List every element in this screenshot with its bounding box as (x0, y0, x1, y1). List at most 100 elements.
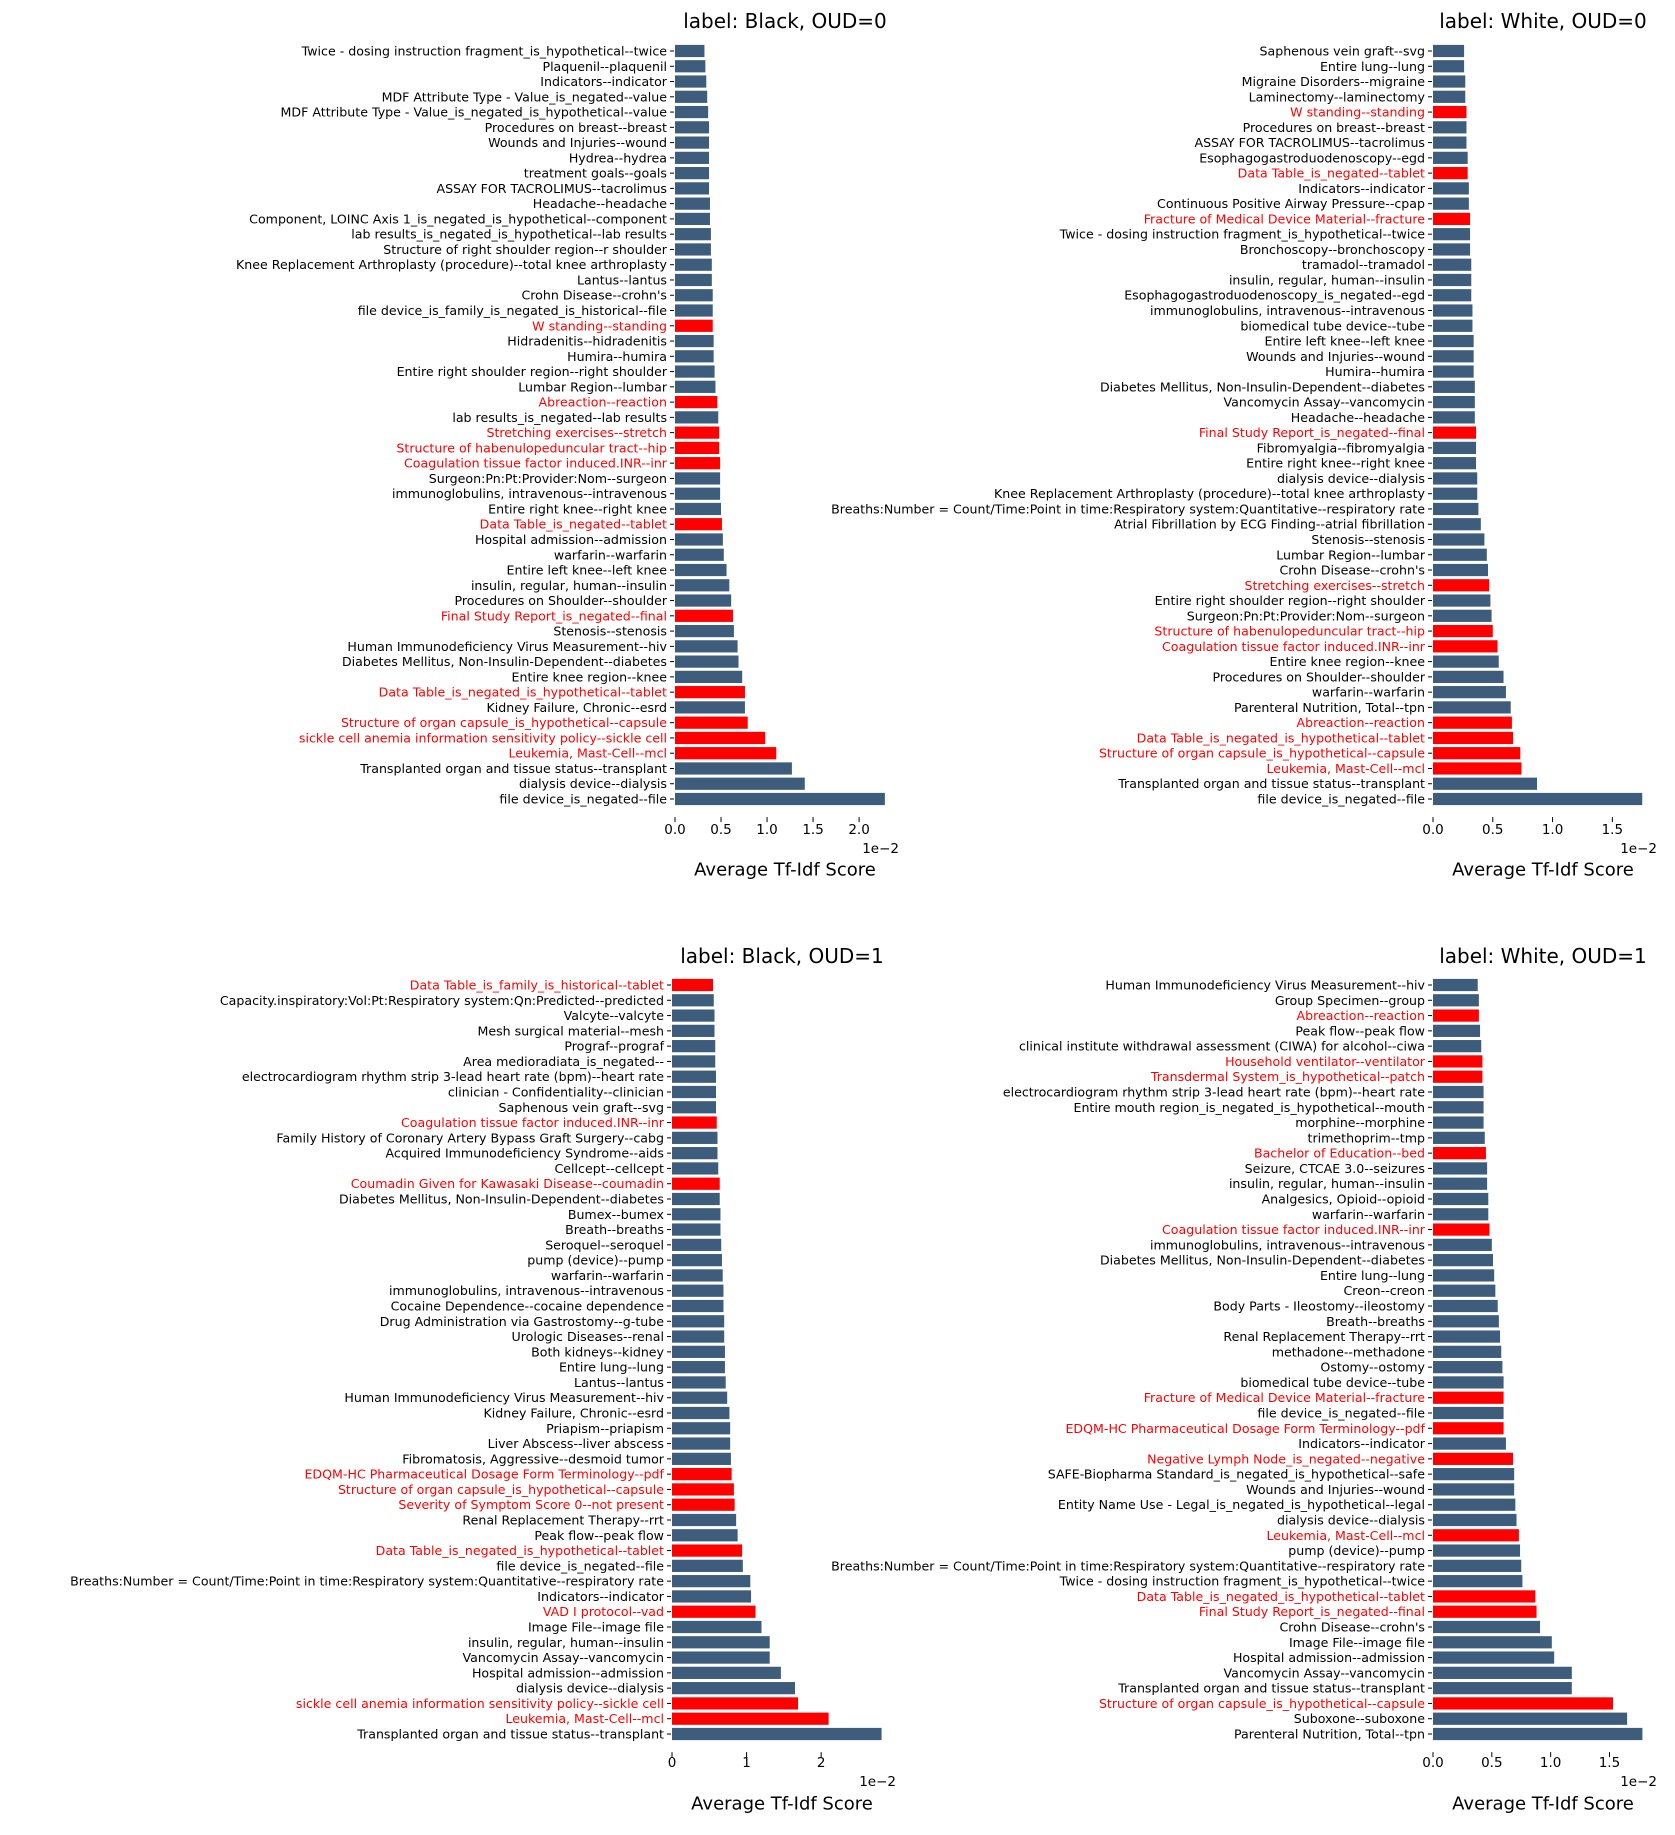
bar (1433, 411, 1475, 424)
bar (1433, 1070, 1483, 1083)
y-tick-label: electrocardiogram rhythm strip 3-lead he… (1003, 1085, 1425, 1100)
bar (1433, 1315, 1499, 1328)
bar (675, 365, 715, 378)
y-tick-label: Acquired Immunodeficiency Syndrome--aids (386, 1146, 664, 1161)
x-multiplier-label: 1e−2 (1620, 1774, 1657, 1790)
bar (672, 1605, 756, 1618)
bar (675, 212, 710, 226)
bar (1433, 1009, 1479, 1022)
y-tick-label: Entire lung--lung (559, 1360, 664, 1375)
bar (1433, 640, 1498, 653)
y-tick-label: Hidradenitis--hidradenitis (507, 334, 667, 349)
bar (1433, 1116, 1484, 1129)
bar (1433, 1024, 1481, 1037)
bar (672, 1544, 743, 1557)
bar (675, 472, 721, 485)
bar (1433, 1575, 1523, 1588)
bar (672, 1116, 717, 1129)
y-tick-label: Mesh surgical material--mesh (477, 1023, 664, 1038)
y-tick-label: Diabetes Mellitus, Non-Insulin-Dependent… (339, 1192, 664, 1207)
bar (672, 994, 714, 1007)
y-tick-label: file device_is_family_is_negated_is_hist… (358, 303, 668, 318)
y-tick-label: tramadol--tramadol (1302, 257, 1425, 272)
y-tick-label: Data Table_is_negated_is_hypothetical--t… (376, 1543, 664, 1558)
bar (1433, 1422, 1504, 1435)
bar (672, 1636, 770, 1649)
bar (1433, 304, 1473, 317)
x-axis-label: Average Tf-Idf Score (691, 1794, 873, 1815)
bar (1433, 1682, 1572, 1695)
x-tick-label: 2.0 (848, 822, 869, 838)
bar (1433, 380, 1475, 393)
bar (1433, 1666, 1572, 1679)
x-tick-label: 1.5 (1599, 1755, 1620, 1771)
y-tick-label: insulin, regular, human--insulin (471, 578, 667, 593)
y-tick-label: warfarin--warfarin (551, 1268, 664, 1283)
bar (1433, 395, 1475, 409)
y-tick-label: Wounds and Injuries--wound (1246, 349, 1425, 364)
bar (1433, 533, 1485, 546)
y-tick-label: Transplanted organ and tissue status--tr… (1117, 1681, 1425, 1696)
bar (675, 670, 743, 683)
y-tick-label: Entire right knee--right knee (1246, 456, 1425, 471)
x-multiplier-label: 1e−2 (859, 1774, 896, 1790)
bar (675, 395, 718, 409)
y-tick-label: Twice - dosing instruction fragment_is_h… (301, 44, 668, 59)
y-tick-label: Entire knee region--knee (512, 669, 668, 684)
bar (675, 579, 730, 592)
y-tick-label: file device_is_negated--file (1257, 1406, 1425, 1421)
bar (1433, 1254, 1493, 1267)
bar (675, 731, 766, 745)
y-tick-label: file device_is_negated--file (1257, 792, 1425, 807)
y-tick-label: Diabetes Mellitus, Non-Insulin-Dependent… (342, 654, 667, 669)
y-tick-label: lab results_is_negated--lab results (452, 410, 667, 425)
bar (672, 1009, 715, 1022)
bar (1433, 1590, 1536, 1603)
bar (675, 792, 885, 806)
y-tick-label: Headache--headache (1291, 410, 1425, 425)
bar (672, 1697, 799, 1710)
y-tick-label: Vancomycin Assay--vancomycin (463, 1650, 664, 1665)
y-tick-label: Data Table_is_negated_is_hypothetical--t… (1137, 730, 1425, 745)
bar (1433, 151, 1468, 164)
bar (672, 1269, 723, 1282)
subplot-1: label: Black, OUD=0 Twice - dosing instru… (236, 9, 899, 881)
y-tick-label: Abreaction--reaction (1296, 1008, 1425, 1023)
x-tick-label: 0.0 (1422, 822, 1443, 838)
y-tick-label: Coagulation tissue factor induced.INR--i… (1162, 639, 1426, 654)
bar (675, 334, 714, 348)
y-tick-label: electrocardiogram rhythm strip 3-lead he… (242, 1069, 664, 1084)
bar (1433, 563, 1488, 577)
bar (1433, 1040, 1482, 1053)
bar (1433, 273, 1472, 287)
y-tick-label: Stretching exercises--stretch (486, 425, 667, 440)
y-tick-label: Hospital admission--admission (472, 1665, 664, 1680)
bar (1433, 1147, 1486, 1160)
y-tick-label: Stenosis--stenosis (1311, 532, 1425, 547)
bar (1433, 1406, 1504, 1420)
bar (675, 441, 720, 455)
y-tick-label: Humira--humira (1325, 364, 1425, 379)
y-tick-label: file device_is_negated--file (496, 1558, 664, 1573)
bar (675, 304, 713, 317)
bar (1433, 60, 1465, 73)
bar (1433, 212, 1471, 226)
y-tick-label: Saphenous vein graft--svg (1260, 44, 1426, 59)
x-tick-label: 1.0 (756, 822, 777, 838)
bar (1433, 1651, 1555, 1664)
y-tick-label: Stenosis--stenosis (553, 624, 667, 639)
bar (675, 655, 739, 668)
bar (1433, 1131, 1485, 1144)
bar (1433, 121, 1467, 134)
y-tick-label: Negative Lymph Node_is_negated--negative (1147, 1451, 1425, 1466)
bar (672, 1254, 722, 1267)
bar (672, 1651, 770, 1664)
x-tick-label: 0.5 (710, 822, 731, 838)
y-tick-label: Entire right shoulder region--right shou… (397, 364, 668, 379)
bar (1433, 747, 1521, 760)
y-tick-label: immunoglobulins, intravenous--intravenou… (1150, 303, 1425, 318)
y-tick-label: Component, LOINC Axis 1_is_negated_is_hy… (249, 211, 667, 226)
bar (1433, 701, 1511, 714)
y-tick-label: Data Table_is_negated_is_hypothetical--t… (379, 685, 667, 700)
bar (672, 1575, 751, 1588)
